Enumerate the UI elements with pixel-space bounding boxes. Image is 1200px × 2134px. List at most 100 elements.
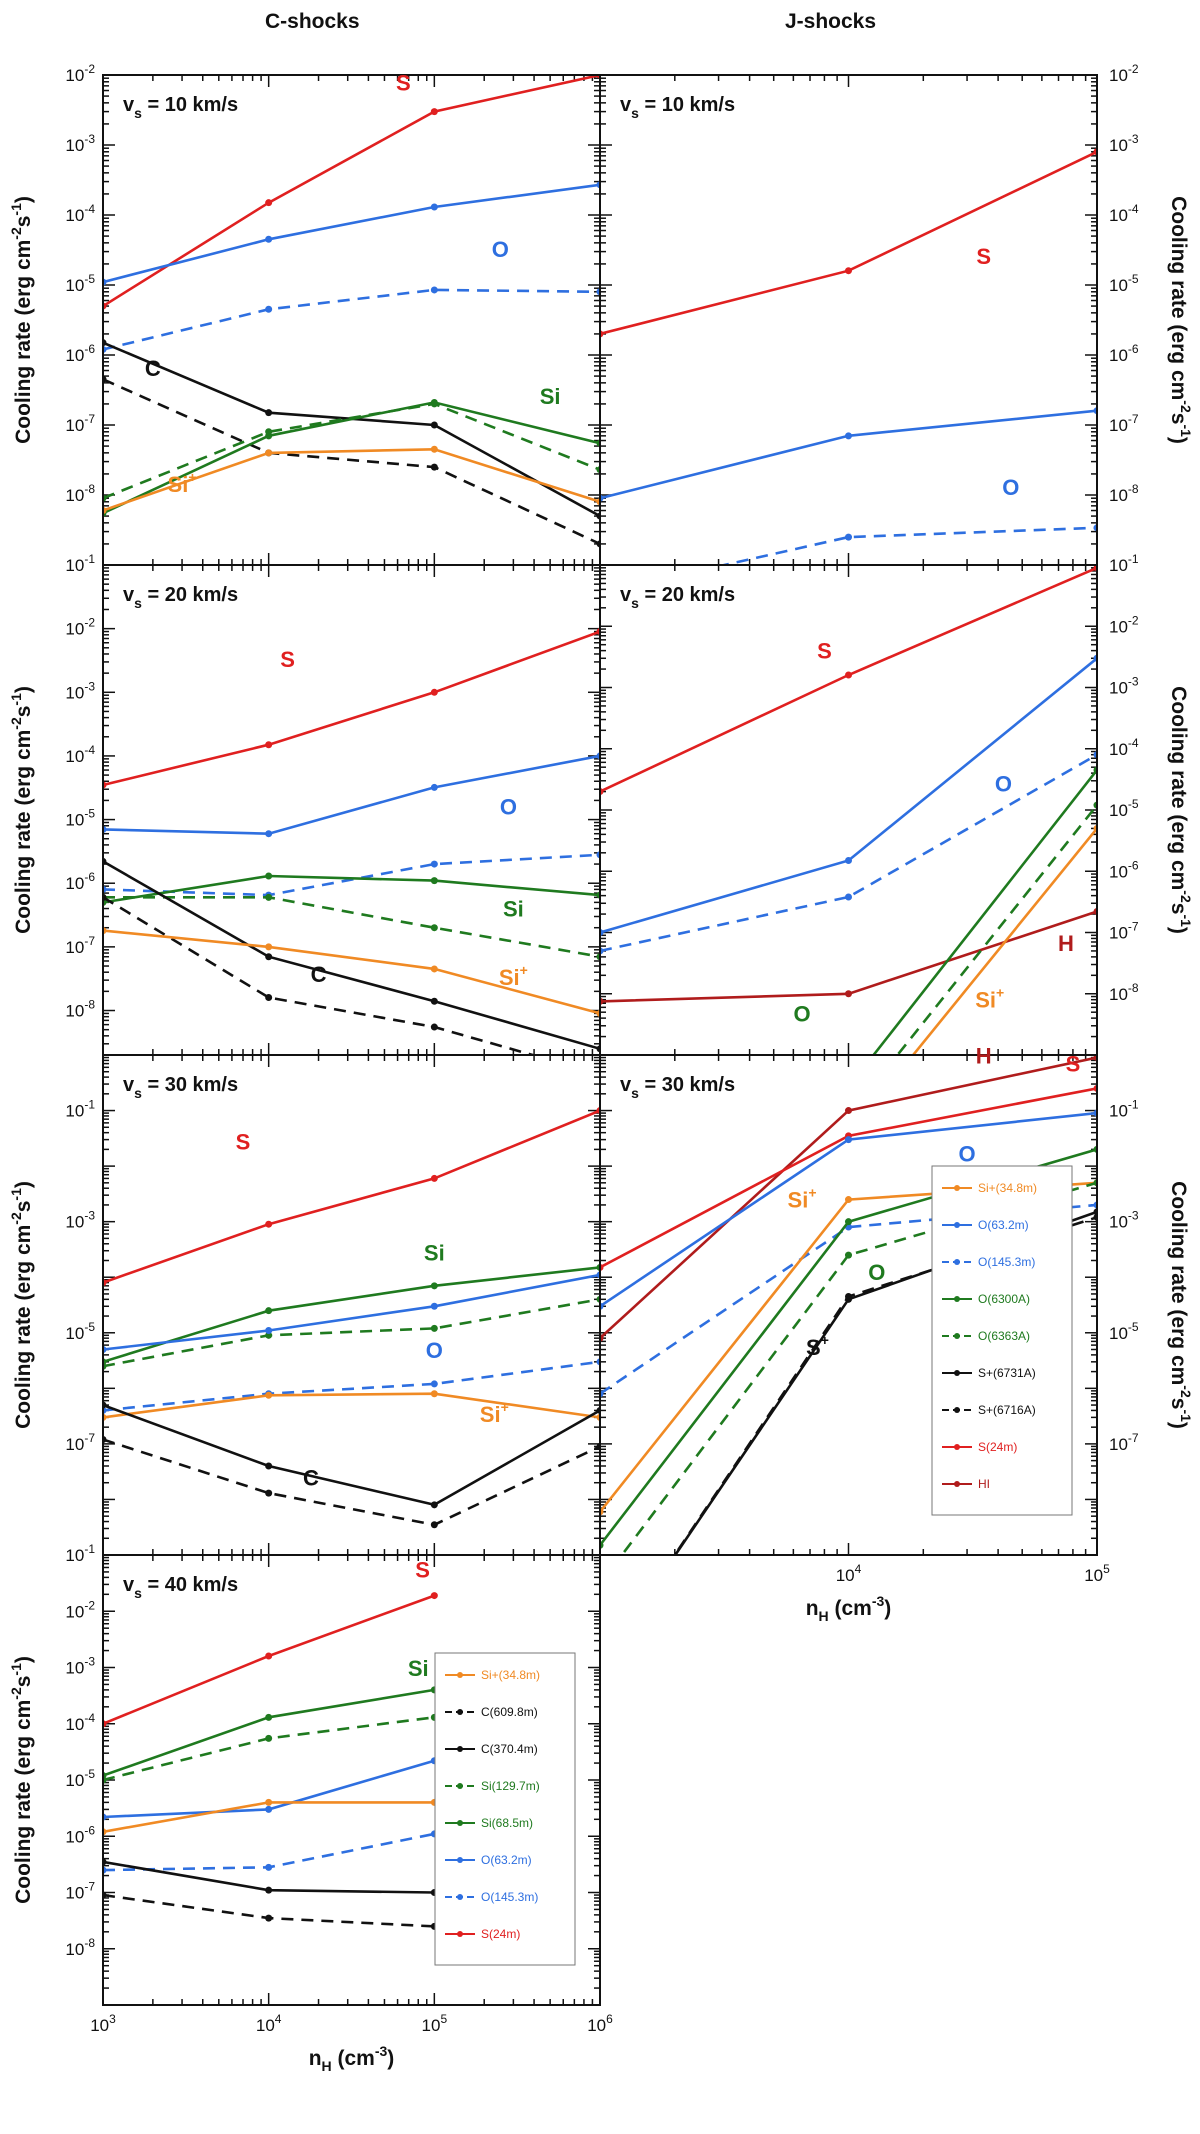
data-point-s-24m: [430, 688, 438, 696]
legend: Si+(34.8m) O(63.2m) O(145.3m) O(6300A) O(636…: [931, 1165, 1073, 1516]
species-label-s: S: [396, 71, 411, 96]
data-point-o-145-3m: [430, 1380, 438, 1388]
y-tick-label: 10-3: [65, 132, 95, 155]
y-tick-label: 10-5: [65, 272, 95, 295]
data-point-c-370-4m: [265, 953, 273, 961]
data-point-o-63-2m: [845, 856, 852, 864]
y-tick-label: 10-6: [65, 342, 95, 365]
species-label-si: Si+: [480, 1399, 509, 1427]
data-point-hi: [845, 990, 852, 998]
legend-marker: [457, 1709, 463, 1715]
series-line-o-6300a: [871, 769, 1097, 1055]
species-label-h: H: [976, 1044, 992, 1069]
data-point-si-34-8m: [265, 1391, 273, 1399]
y-tick-label: 10-1: [65, 552, 95, 575]
x-tick-label: 104: [836, 1562, 862, 1585]
y-axis-title: Cooling rate (erg cm-2s-1): [1167, 686, 1194, 934]
shock-velocity-label: vs = 10 km/s: [123, 94, 238, 121]
data-point-o-6300a: [845, 1218, 852, 1226]
series-line-s-24m: [103, 630, 600, 787]
species-label-o: O: [995, 772, 1012, 797]
series-line-si-34-8m: [103, 447, 600, 512]
data-point-si-129-7m: [430, 1324, 438, 1332]
series-line-si-129-7m: [103, 1298, 600, 1368]
series-group: [103, 1107, 600, 1529]
data-point-o-63-2m: [845, 432, 852, 440]
data-point-o-63-2m: [845, 1136, 852, 1144]
data-point-si-34-8m: [430, 1390, 438, 1398]
j-shocks-column-title: J-shocks: [785, 10, 877, 33]
species-label-o: O: [868, 1260, 885, 1285]
y-tick-label: 10-5: [1109, 797, 1139, 820]
data-point-o-63-2m: [265, 830, 273, 838]
data-point-o-145-3m: [265, 305, 273, 313]
species-label-o: O: [959, 1142, 976, 1167]
y-tick-label: 10-8: [65, 998, 95, 1021]
data-point-si-34-8m: [430, 445, 438, 453]
legend-label-s-24m: S(24m): [481, 1927, 520, 1941]
species-label-si: Si+: [499, 962, 528, 990]
panel-c40: 10-2 10-3 10-4 10-5 10-6 10-7 10-8 103 104 105 106…: [8, 1554, 613, 2074]
species-label-si: Si: [503, 897, 524, 922]
series-line-si-34-8m: [103, 929, 600, 1015]
y-tick-label: 10-5: [65, 807, 95, 830]
series-line-o-63-2m: [600, 657, 1097, 934]
y-tick-label: 10-6: [1109, 342, 1139, 365]
data-point-o-145-3m: [430, 860, 438, 868]
y-tick-label: 10-3: [1109, 132, 1139, 155]
legend-marker: [954, 1259, 960, 1265]
species-label-si: Si+: [975, 984, 1004, 1012]
legend-marker: [954, 1407, 960, 1413]
y-tick-label: 10-4: [1109, 202, 1139, 225]
species-label-s: S: [1066, 1052, 1081, 1077]
data-point-si-34-8m: [430, 965, 438, 973]
data-point-o-145-3m: [430, 286, 438, 294]
x-tick-label: 105: [1084, 1562, 1110, 1585]
legend-label-s-24m: S(24m): [978, 1440, 1017, 1454]
shock-velocity-label: vs = 10 km/s: [620, 94, 735, 121]
legend-marker: [954, 1444, 960, 1450]
legend-label-s-6731a: S+(6731A): [978, 1366, 1036, 1380]
data-point-c-370-4m: [430, 421, 438, 429]
legend-label-o-145-3m: O(145.3m): [481, 1890, 538, 1904]
data-point-si-34-8m: [845, 1196, 852, 1204]
y-tick-label: 10-3: [65, 1209, 95, 1232]
y-tick-label: 10-3: [1109, 1209, 1139, 1232]
data-point-c-609-8m: [430, 463, 438, 471]
species-label-s: S: [976, 244, 991, 269]
data-point-si-129-7m: [430, 924, 438, 932]
y-tick-label: 10-7: [1109, 412, 1139, 435]
y-tick-label: 10-2: [1109, 62, 1139, 85]
data-point-c-609-8m: [430, 1023, 438, 1031]
data-point-si-129-7m: [265, 1331, 273, 1339]
y-tick-label: 10-1: [65, 1542, 95, 1565]
legend-marker: [954, 1185, 960, 1191]
series-group: [103, 1592, 438, 1930]
y-tick-label: 10-6: [65, 870, 95, 893]
species-label-h: H: [1058, 931, 1074, 956]
panel-c20: 10-2 10-3 10-4 10-5 10-6 10-7 10-8 Cooling rate…: [8, 564, 601, 1056]
series-line-c-370-4m: [103, 860, 600, 1051]
y-tick-label: 10-1: [1109, 552, 1139, 575]
y-tick-label: 10-7: [65, 1431, 95, 1454]
data-point-si-34-8m: [265, 1798, 273, 1806]
x-tick-label: 106: [587, 2012, 613, 2035]
legend-label-hi: HI: [978, 1477, 990, 1491]
legend-marker: [457, 1783, 463, 1789]
species-label-si: Si: [424, 1240, 445, 1265]
legend-label-c-370-4m: C(370.4m): [481, 1742, 538, 1756]
data-point-c-609-8m: [265, 994, 273, 1002]
y-tick-label: 10-3: [1109, 675, 1139, 698]
data-point-si-34-8m: [265, 449, 273, 457]
y-tick-label: 10-1: [1109, 1098, 1139, 1121]
series-line-o-63-2m: [103, 754, 600, 836]
y-tick-label: 10-3: [65, 679, 95, 702]
legend-marker: [457, 1672, 463, 1678]
y-tick-label: 10-1: [65, 1098, 95, 1121]
panel-frame: [599, 74, 1098, 566]
panel-frame: [599, 1054, 1098, 1556]
legend-label-o-6300a: O(6300A): [978, 1292, 1030, 1306]
series-line-o-63-2m: [600, 409, 1097, 500]
legend-label-s-6716a: S+(6716A): [978, 1403, 1036, 1417]
y-axis-title: Cooling rate (erg cm-2s-1): [8, 686, 35, 934]
